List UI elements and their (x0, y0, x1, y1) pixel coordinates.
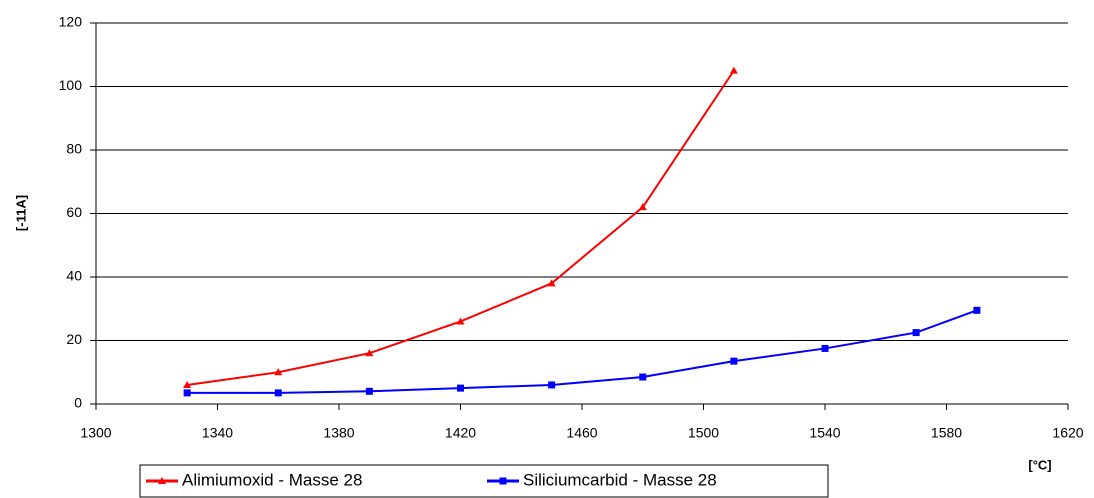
point (183, 389, 191, 397)
point (274, 389, 282, 397)
y-tick-label: 20 (66, 331, 82, 347)
x-tick-label: 1380 (323, 425, 354, 441)
point (973, 306, 981, 314)
y-axis-label: [-11A] (13, 195, 28, 231)
point (365, 387, 373, 395)
point (730, 357, 738, 365)
point (821, 344, 829, 352)
x-tick-label: 1580 (931, 425, 962, 441)
legend-label: Alimiumoxid - Masse 28 (182, 470, 362, 489)
x-axis-label: [°C] (1028, 457, 1051, 472)
y-tick-label: 100 (59, 77, 83, 93)
point (274, 368, 283, 376)
point (365, 349, 374, 357)
point (548, 381, 556, 389)
point (729, 66, 738, 74)
point (547, 279, 556, 287)
x-tick-label: 1460 (566, 425, 597, 441)
legend (139, 464, 829, 498)
y-tick-label: 60 (66, 204, 82, 220)
point (457, 384, 464, 392)
legend-label: Siliciumcarbid - Masse 28 (523, 470, 717, 489)
legend-marker (499, 477, 507, 485)
x-tick-label: 1300 (80, 425, 111, 441)
x-tick-label: 1340 (202, 425, 233, 441)
y-tick-label: 0 (74, 395, 82, 411)
x-tick-label: 1620 (1052, 425, 1083, 441)
x-tick-label: 1420 (445, 425, 476, 441)
series-line (186, 70, 735, 386)
y-tick-label: 40 (66, 268, 82, 284)
point (639, 373, 647, 381)
series-line (187, 309, 978, 394)
point (456, 317, 465, 325)
y-tick-label: 120 (59, 14, 83, 30)
point (638, 203, 647, 211)
x-tick-label: 1500 (688, 425, 719, 441)
point (912, 329, 920, 337)
legend-marker (158, 477, 166, 484)
x-tick-label: 1540 (809, 425, 840, 441)
point (183, 380, 192, 388)
y-tick-label: 80 (66, 141, 82, 157)
